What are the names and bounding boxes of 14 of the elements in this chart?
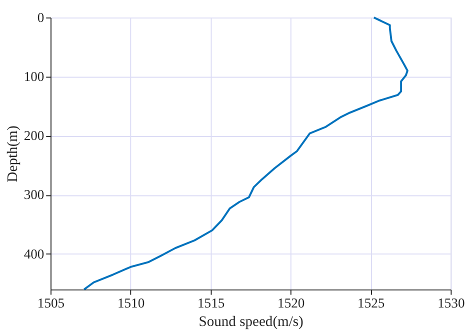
x-axis-title: Sound speed(m/s) [198,314,304,330]
x-tick-label: 1510 [117,295,145,310]
y-tick-label: 300 [24,187,44,202]
x-tick-label: 1525 [358,295,385,310]
y-tick-label: 0 [37,10,44,25]
y-tick-label: 100 [24,68,44,84]
y-axis-title: Depth(m) [5,126,21,182]
x-tick-label: 1520 [278,295,305,310]
x-tick-label: 1515 [197,295,225,310]
y-tick-label: 400 [24,246,44,262]
y-tick-label: 200 [24,128,44,144]
x-tick-label: 1530 [438,295,465,310]
line-series [83,16,408,290]
x-tick-label: 1505 [37,295,65,310]
